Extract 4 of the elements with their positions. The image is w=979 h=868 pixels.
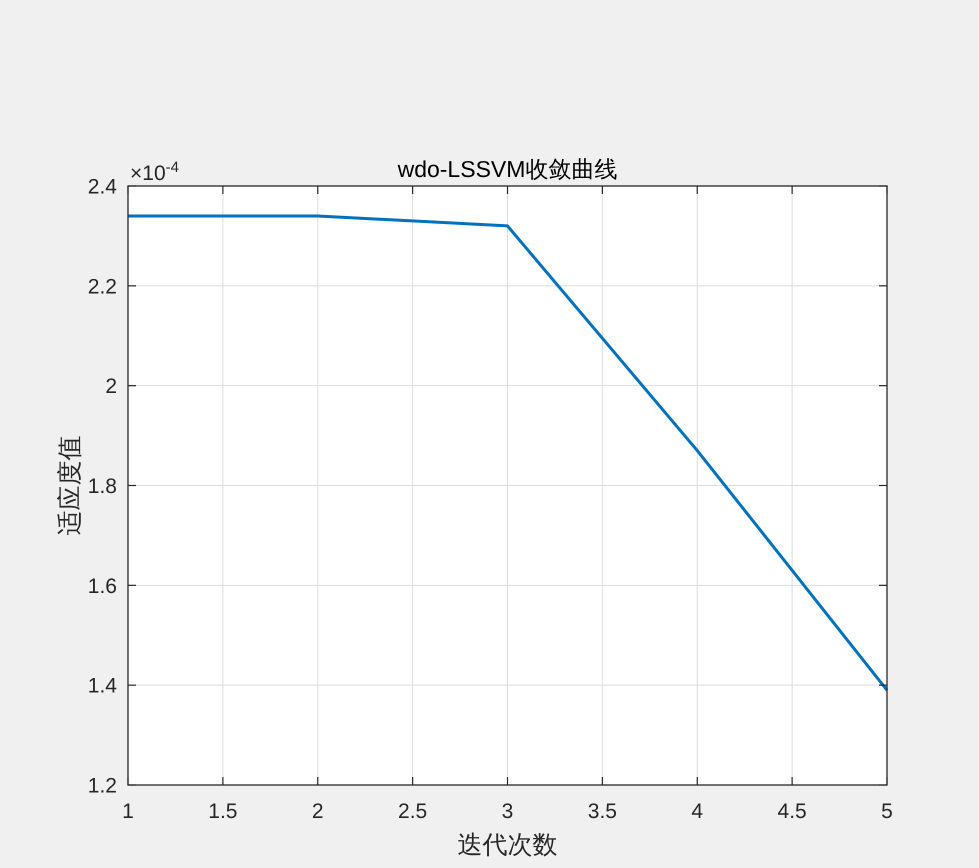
xlabel: 迭代次数 xyxy=(458,832,558,859)
ylabel: 适应度值 xyxy=(57,436,84,536)
annotation: ×10$^{-4}$ xyxy=(130,158,179,185)
title: wdo-LSSVM收敛曲线 xyxy=(398,156,618,182)
